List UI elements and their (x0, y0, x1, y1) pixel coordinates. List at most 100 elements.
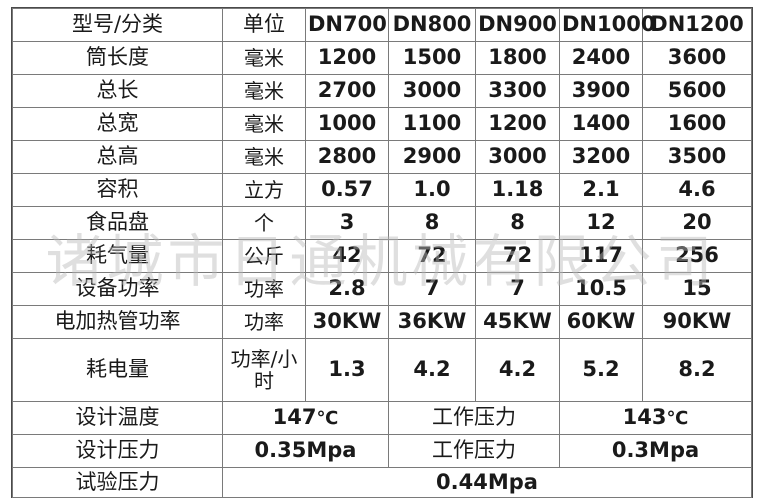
row-value: 72 (475, 239, 560, 273)
row-unit: 功率 (222, 272, 306, 306)
footer-value-text: 147 (272, 405, 317, 430)
row-label: 筒长度 (12, 41, 223, 75)
row-value: 2800 (305, 140, 389, 174)
table-header-row: 型号/分类 单位 DN700 DN800 DN900 DN1000 DN1200 (12, 8, 752, 42)
row-value: 60KW (559, 305, 643, 339)
row-value: 256 (642, 239, 752, 273)
row-value: 5600 (642, 74, 752, 108)
row-label: 食品盘 (12, 206, 223, 240)
row-value: 3300 (475, 74, 560, 108)
row-label: 耗气量 (12, 239, 223, 273)
row-value: 1000 (305, 107, 389, 141)
row-value: 7 (475, 272, 560, 306)
row-value: 2900 (388, 140, 476, 174)
row-value: 1.18 (475, 173, 560, 207)
row-value: 0.57 (305, 173, 389, 207)
row-value: 1800 (475, 41, 560, 75)
row-unit: 毫米 (222, 74, 306, 108)
table-footer-row: 设计压力 0.35Mpa 工作压力 0.3Mpa (12, 434, 752, 468)
spec-table-sheet: 诸城市日通机械有限公司 型号/分类 单位 DN700 DN800 DN900 D… (11, 7, 753, 498)
row-unit: 公斤 (222, 239, 306, 273)
row-value: 12 (559, 206, 643, 240)
row-unit: 个 (222, 206, 306, 240)
row-value: 10.5 (559, 272, 643, 306)
row-value: 3000 (475, 140, 560, 174)
row-value: 7 (388, 272, 476, 306)
row-label: 容积 (12, 173, 223, 207)
row-value: 90KW (642, 305, 752, 339)
specification-table: 型号/分类 单位 DN700 DN800 DN900 DN1000 DN1200… (11, 7, 753, 498)
row-value: 1.3 (305, 338, 389, 402)
row-value: 3200 (559, 140, 643, 174)
header-cell-model-dn800: DN800 (388, 8, 476, 42)
table-row: 总宽 毫米 1000 1100 1200 1400 1600 (12, 107, 752, 141)
row-value: 1500 (388, 41, 476, 75)
row-unit: 毫米 (222, 107, 306, 141)
table-row: 容积 立方 0.57 1.0 1.18 2.1 4.6 (12, 173, 752, 207)
header-cell-unit: 单位 (222, 8, 306, 42)
table-row: 耗气量 公斤 42 72 72 117 256 (12, 239, 752, 273)
footer-value-test-pressure: 0.44Mpa (222, 467, 752, 498)
footer-value-design-pressure: 0.35Mpa (222, 434, 389, 468)
table-row: 筒长度 毫米 1200 1500 1800 2400 3600 (12, 41, 752, 75)
header-cell-label: 型号/分类 (12, 8, 223, 42)
row-value: 5.2 (559, 338, 643, 402)
row-value: 8 (475, 206, 560, 240)
table-row: 设备功率 功率 2.8 7 7 10.5 15 (12, 272, 752, 306)
row-label: 总长 (12, 74, 223, 108)
row-value: 2.1 (559, 173, 643, 207)
row-unit: 立方 (222, 173, 306, 207)
footer-value-design-temp: 147℃ (222, 401, 389, 435)
row-label: 设备功率 (12, 272, 223, 306)
row-unit: 功率 (222, 305, 306, 339)
row-value: 1200 (475, 107, 560, 141)
row-value: 3000 (388, 74, 476, 108)
row-value: 30KW (305, 305, 389, 339)
footer-value-work-pressure-2: 0.3Mpa (559, 434, 752, 468)
row-value: 1400 (559, 107, 643, 141)
row-value: 8.2 (642, 338, 752, 402)
row-value: 1.0 (388, 173, 476, 207)
header-cell-model-dn1000: DN1000 (559, 8, 655, 42)
row-value: 42 (305, 239, 389, 273)
row-value: 45KW (475, 305, 560, 339)
row-value: 2400 (559, 41, 643, 75)
row-unit: 毫米 (222, 41, 306, 75)
row-unit: 毫米 (222, 140, 306, 174)
row-value: 3500 (642, 140, 752, 174)
row-value: 4.2 (475, 338, 560, 402)
row-value: 3900 (559, 74, 643, 108)
footer-label-test-pressure: 试验压力 (12, 467, 223, 498)
footer-label-work-pressure: 工作压力 (388, 401, 560, 435)
row-value: 4.2 (388, 338, 476, 402)
row-value: 72 (388, 239, 476, 273)
row-value: 4.6 (642, 173, 752, 207)
footer-label-design-pressure: 设计压力 (12, 434, 223, 468)
table-footer-row: 设计温度 147℃ 工作压力 143℃ (12, 401, 752, 435)
header-cell-model-dn700: DN700 (305, 8, 389, 42)
table-row: 总长 毫米 2700 3000 3300 3900 5600 (12, 74, 752, 108)
table-row: 总高 毫米 2800 2900 3000 3200 3500 (12, 140, 752, 174)
table-body: 型号/分类 单位 DN700 DN800 DN900 DN1000 DN1200… (12, 8, 752, 498)
row-value: 1100 (388, 107, 476, 141)
row-label: 耗电量 (12, 338, 223, 402)
row-value: 36KW (388, 305, 476, 339)
table-row: 食品盘 个 3 8 8 12 20 (12, 206, 752, 240)
table-footer-row: 试验压力 0.44Mpa (12, 467, 752, 498)
header-cell-model-dn1200: DN1200 (642, 8, 752, 42)
table-row: 电加热管功率 功率 30KW 36KW 45KW 60KW 90KW (12, 305, 752, 339)
degree-unit: ℃ (316, 408, 339, 430)
footer-label-work-pressure-2: 工作压力 (388, 434, 560, 468)
row-label: 总宽 (12, 107, 223, 141)
row-value: 1600 (642, 107, 752, 141)
row-value: 117 (559, 239, 643, 273)
footer-value-text: 143 (622, 405, 667, 430)
row-unit: 功率/小时 (222, 338, 306, 402)
row-value: 3 (305, 206, 389, 240)
degree-unit: ℃ (666, 408, 689, 430)
row-value: 2700 (305, 74, 389, 108)
row-label: 电加热管功率 (12, 305, 223, 339)
row-label: 总高 (12, 140, 223, 174)
header-cell-model-dn900: DN900 (475, 8, 560, 42)
row-value: 2.8 (305, 272, 389, 306)
